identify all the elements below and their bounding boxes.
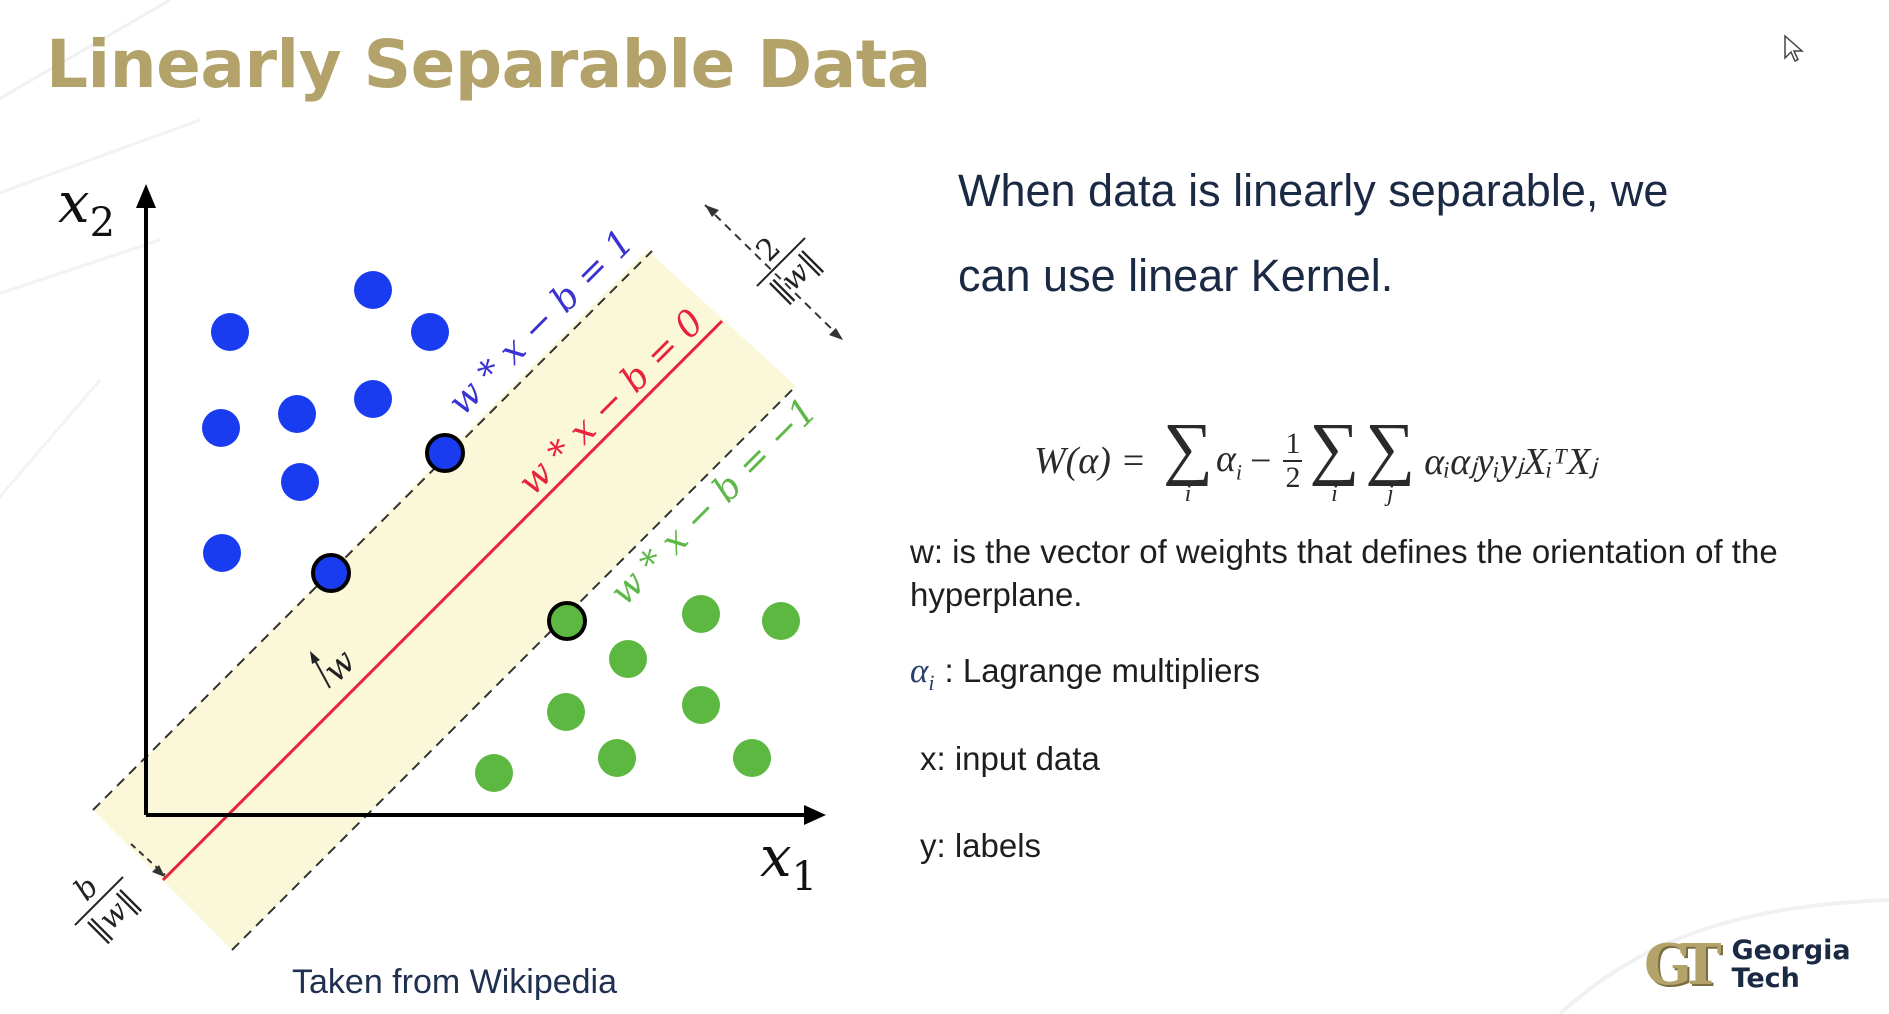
offset-arrowhead bbox=[152, 865, 165, 877]
blue-point bbox=[354, 380, 392, 418]
definition-w: w: is the vector of weights that defines… bbox=[910, 533, 1778, 613]
blue-support-vector bbox=[425, 433, 465, 473]
sum-i-second: ∑ i bbox=[1309, 410, 1360, 507]
green-point bbox=[682, 595, 720, 633]
margin-width-arrowhead-bottom bbox=[829, 328, 843, 340]
margin-width-fraction: 2 ‖w‖ bbox=[750, 231, 828, 309]
offset-fraction: b ‖w‖ bbox=[67, 869, 145, 947]
alpha-symbol: αi bbox=[910, 651, 935, 695]
upper-margin-line bbox=[92, 250, 653, 811]
formula-lhs: W(α) = bbox=[1034, 440, 1147, 482]
logo-wordmark: Georgia Tech bbox=[1731, 935, 1851, 994]
blue-point bbox=[202, 409, 240, 447]
blue-support-vector bbox=[311, 553, 351, 593]
mouse-pointer-icon bbox=[1784, 34, 1804, 63]
gt-monogram: GT bbox=[1644, 932, 1721, 998]
y-axis-label: x2 bbox=[58, 171, 115, 246]
green-point bbox=[733, 739, 771, 777]
georgia-tech-logo: GT Georgia Tech bbox=[1644, 930, 1851, 1000]
blue-point bbox=[203, 534, 241, 572]
blue-point bbox=[354, 271, 392, 309]
definition-y: y: labels bbox=[920, 827, 1042, 864]
sum-i: ∑ i bbox=[1163, 410, 1213, 507]
lead-line-1: When data is linearly separable, we bbox=[958, 165, 1669, 216]
blue-class-points bbox=[202, 271, 449, 572]
alpha-i-term: αi bbox=[1215, 437, 1243, 485]
x-axis-arrowhead bbox=[804, 805, 826, 825]
separating-hyperplane bbox=[161, 319, 724, 882]
blue-support-vectors bbox=[311, 433, 465, 593]
blue-point bbox=[281, 463, 319, 501]
margin-width-arrow bbox=[704, 204, 844, 341]
x-axis-label: x1 bbox=[760, 825, 817, 900]
green-point bbox=[598, 739, 636, 777]
lead-line-2: can use linear Kernel. bbox=[958, 250, 1394, 301]
dual-objective-formula: W(α) = ∑ i αi − 1 2 ∑ i ∑ j αᵢαⱼyᵢyⱼXᵢᵀX… bbox=[1034, 403, 1597, 519]
green-point bbox=[547, 693, 585, 731]
green-class-points bbox=[475, 595, 800, 792]
green-point bbox=[475, 754, 513, 792]
half-fraction: 1 2 bbox=[1283, 427, 1303, 494]
y-axis-arrowhead bbox=[136, 184, 156, 208]
quadratic-term: αᵢαⱼyᵢyⱼXᵢᵀXⱼ bbox=[1424, 440, 1597, 483]
sum-j: ∑ j bbox=[1365, 410, 1416, 507]
blue-point bbox=[278, 395, 316, 433]
svg-text:b: b bbox=[67, 869, 105, 907]
slide-title: Linearly Separable Data bbox=[46, 26, 931, 103]
lower-margin-line bbox=[231, 385, 797, 951]
lead-text: When data is linearly separable, we can … bbox=[958, 148, 1818, 318]
green-support-vector bbox=[547, 601, 587, 641]
green-point bbox=[682, 686, 720, 724]
definition-x: x: input data bbox=[920, 740, 1100, 777]
margin-width-arrowhead-top bbox=[705, 205, 719, 217]
normal-vector-arrowhead bbox=[310, 651, 320, 664]
blue-point bbox=[411, 313, 449, 351]
definition-alpha: αi: Lagrange multipliers bbox=[910, 651, 1260, 695]
green-point bbox=[609, 640, 647, 678]
minus-sign: − bbox=[1250, 440, 1272, 482]
svg-text:2: 2 bbox=[750, 231, 788, 269]
green-point bbox=[762, 602, 800, 640]
blue-point bbox=[211, 313, 249, 351]
image-caption: Taken from Wikipedia bbox=[292, 963, 618, 1001]
